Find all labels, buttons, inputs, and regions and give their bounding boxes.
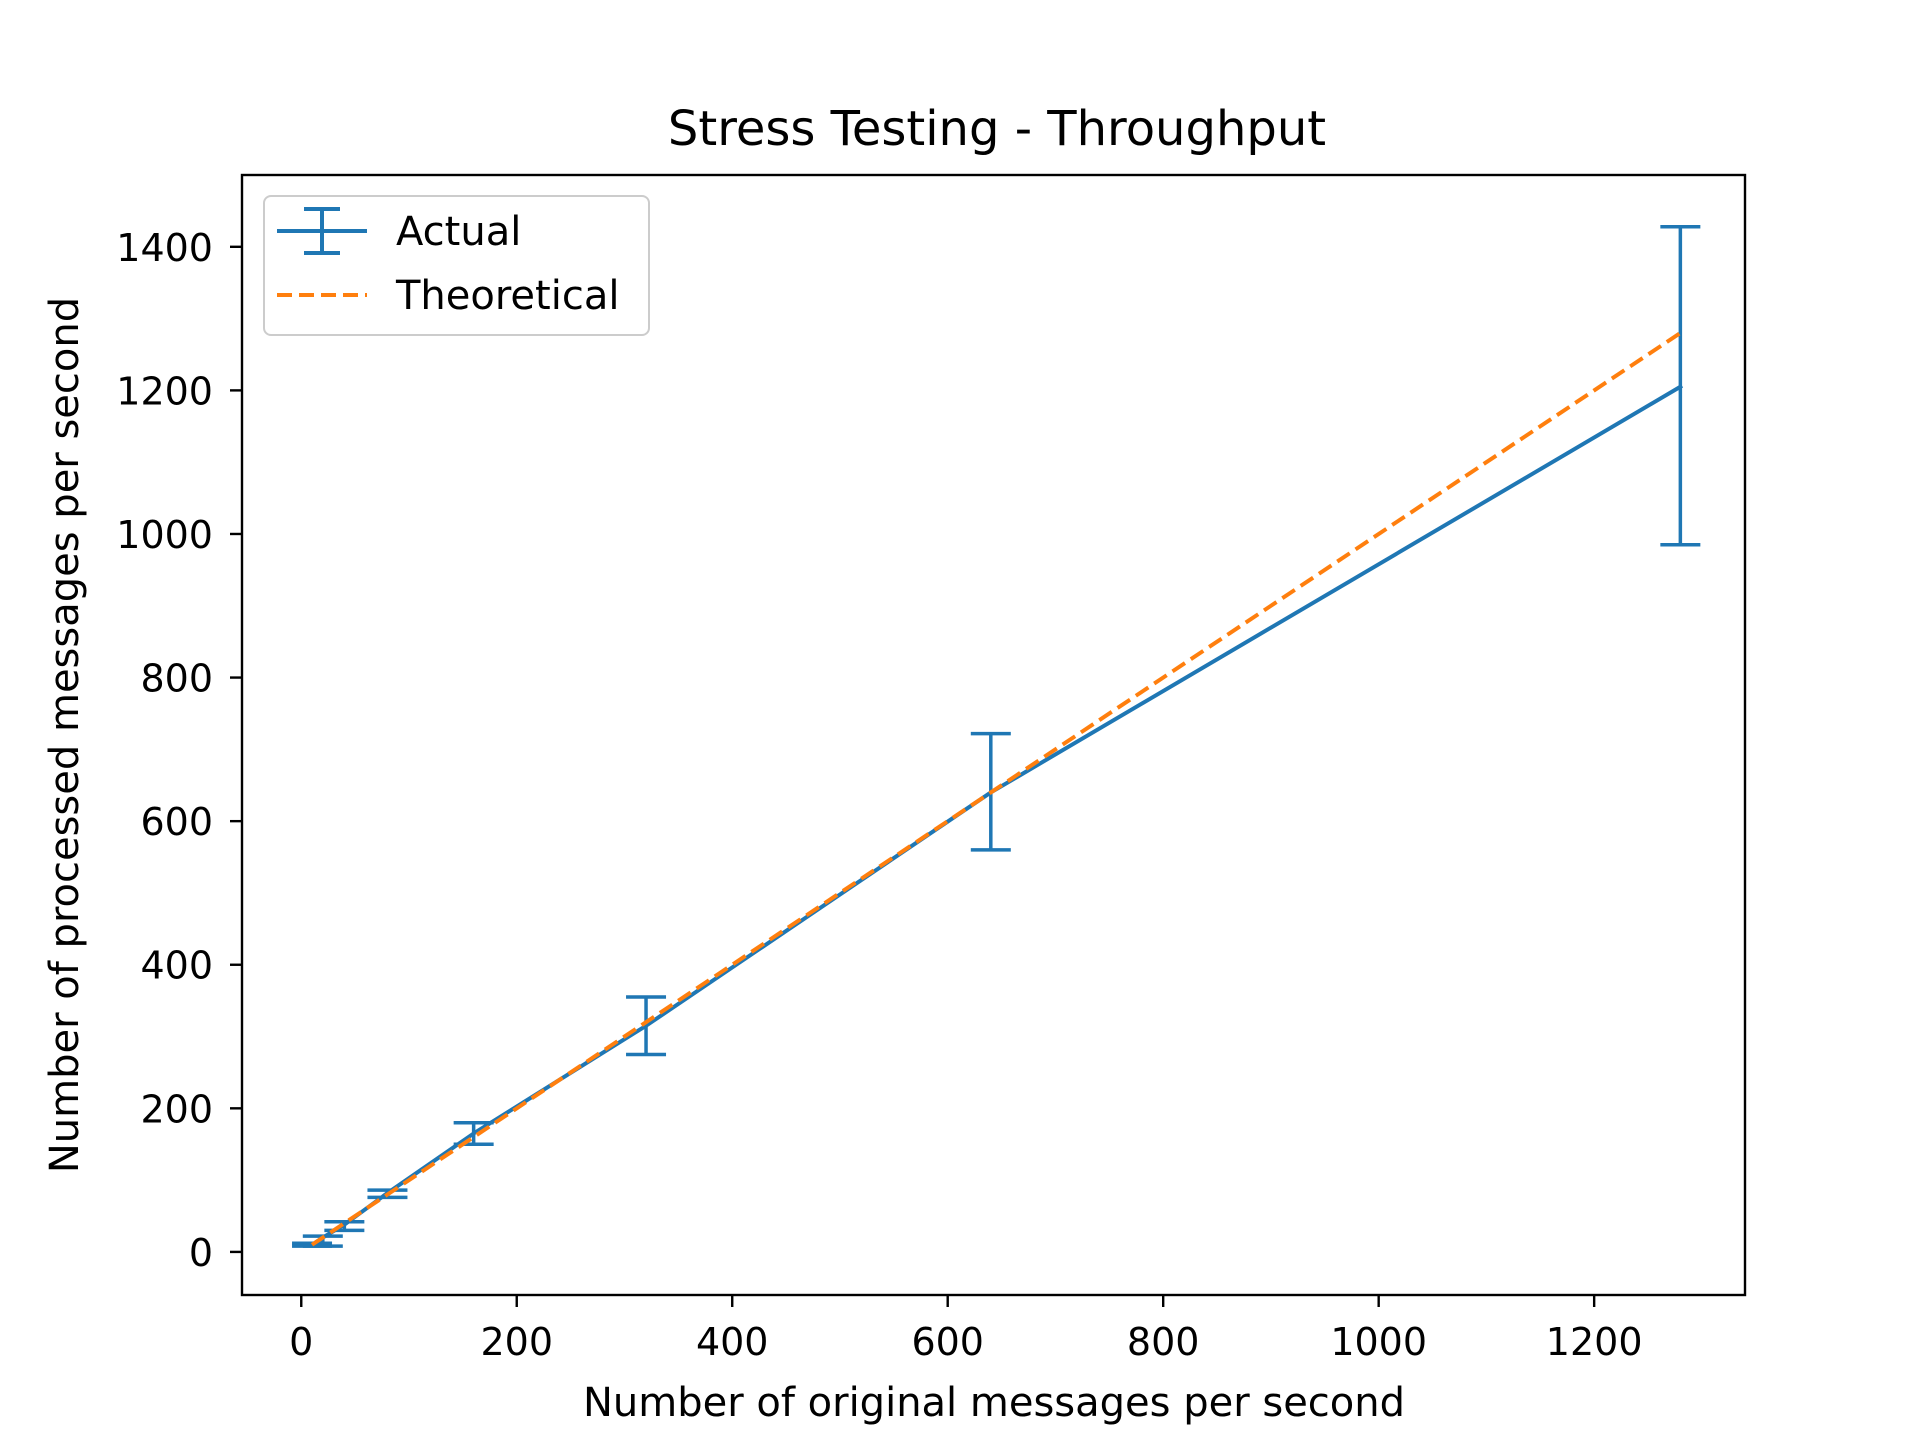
y-tick-label: 600 [140, 800, 213, 844]
y-tick-label: 0 [189, 1231, 213, 1275]
x-tick-label: 400 [696, 1320, 769, 1364]
legend: Actual Theoretical [263, 195, 650, 336]
theoretical-series-line [310, 331, 1682, 1247]
legend-entry-actual: Actual [277, 207, 521, 255]
y-tick-label: 200 [140, 1087, 213, 1131]
legend-theoretical-label: Theoretical [395, 273, 619, 319]
x-tick-label: 200 [480, 1320, 553, 1364]
x-tick-label: 1200 [1546, 1320, 1643, 1364]
y-tick-label: 800 [140, 657, 213, 701]
x-tick-label: 1000 [1330, 1320, 1427, 1364]
y-tick-label: 1200 [116, 369, 213, 413]
legend-entry-theoretical: Theoretical [277, 273, 619, 319]
y-axis-label: Number of processed messages per second [42, 297, 88, 1173]
y-axis-ticks: 0 200 400 600 800 1000 1200 1400 [116, 226, 242, 1275]
y-tick-label: 1400 [116, 226, 213, 270]
plot-area [240, 173, 1747, 1297]
x-axis-label: Number of original messages per second [583, 1380, 1405, 1426]
x-tick-label: 800 [1127, 1320, 1200, 1364]
x-tick-label: 0 [289, 1320, 313, 1364]
x-axis-ticks: 0 200 400 600 800 1000 1200 [289, 1295, 1643, 1364]
chart-title: Stress Testing - Throughput [668, 101, 1326, 157]
legend-actual-label: Actual [396, 209, 521, 255]
y-tick-label: 1000 [116, 513, 213, 557]
actual-series-line [309, 384, 1684, 1248]
x-tick-label: 600 [911, 1320, 984, 1364]
series-layer [292, 224, 1701, 1248]
y-tick-label: 400 [140, 944, 213, 988]
